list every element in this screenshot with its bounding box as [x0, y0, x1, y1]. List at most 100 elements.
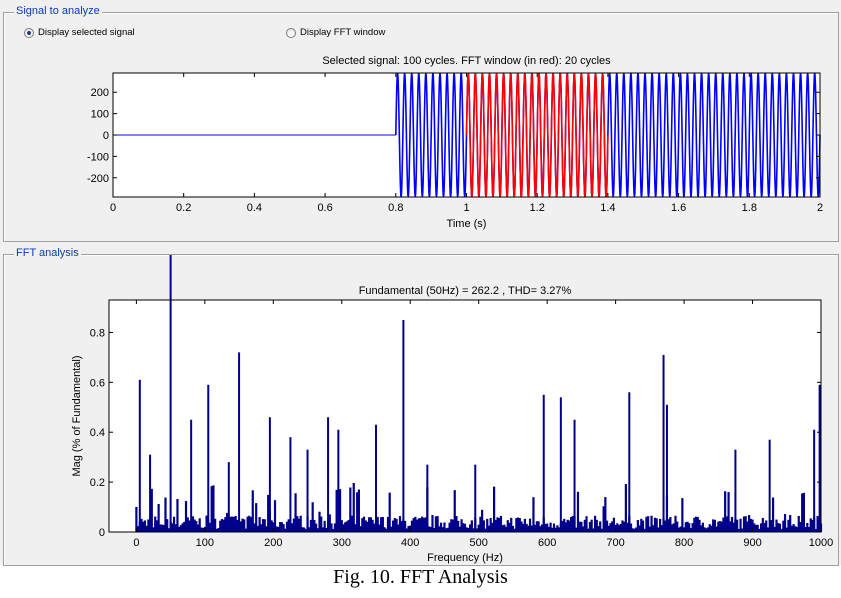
- spectrum-bar: [160, 524, 164, 532]
- spectrum-bar: [481, 509, 484, 532]
- spectrum-bar: [626, 522, 629, 532]
- harmonic-peak-bar: [573, 419, 576, 532]
- spectrum-bar: [487, 525, 491, 532]
- harmonic-peak-bar: [559, 397, 562, 532]
- spectrum-bar: [561, 520, 564, 532]
- spectrum-bar: [684, 522, 687, 532]
- radio-unchecked-icon[interactable]: [286, 27, 296, 38]
- display-fft-window-label[interactable]: Display FFT window: [300, 27, 386, 38]
- spectrum-bar: [296, 516, 299, 532]
- spectrum-bar: [498, 518, 501, 532]
- spectrum-bar: [766, 527, 770, 532]
- spectrum-bar: [301, 527, 304, 532]
- spectrum-bar: [581, 526, 585, 532]
- spectrum-bar: [361, 518, 364, 532]
- y-tick-label: -100: [87, 151, 109, 163]
- spectrum-bar: [208, 522, 212, 532]
- spectrum-bar: [136, 526, 140, 532]
- spectrum-bar: [787, 519, 790, 532]
- spectrum-bar: [258, 517, 261, 532]
- spectrum-bar: [380, 517, 383, 532]
- spectrum-bar: [433, 527, 436, 532]
- spectrum-bar: [600, 528, 604, 532]
- spectrum-bar: [605, 520, 609, 532]
- spectrum-bar: [679, 526, 682, 532]
- spectrum-bar: [667, 519, 670, 532]
- spectrum-bar: [434, 516, 438, 532]
- spectrum-bar: [674, 515, 677, 532]
- y-tick-label: 0.2: [90, 477, 105, 489]
- spectrum-bar: [696, 517, 699, 532]
- spectrum-bar: [462, 523, 465, 532]
- spectrum-bar: [534, 524, 537, 532]
- spectrum-bar: [446, 527, 449, 532]
- spectrum-bar: [152, 527, 155, 532]
- spectrum-bar: [789, 514, 792, 532]
- x-tick-label: 1.6: [671, 202, 686, 214]
- spectrum-bar: [566, 519, 569, 532]
- y-tick-label: -200: [87, 173, 109, 185]
- spectrum-bar: [482, 520, 485, 532]
- spectrum-bar: [229, 516, 232, 532]
- spectrum-bar: [686, 521, 689, 532]
- spectrum-bar: [176, 499, 179, 532]
- spectrum-bar: [140, 518, 143, 532]
- spectrum-bar: [475, 528, 479, 532]
- spectrum-bar: [523, 518, 527, 532]
- spectrum-bar: [412, 518, 415, 532]
- spectrum-bar: [261, 519, 265, 532]
- spectrum-bar: [364, 520, 367, 532]
- x-tick-label: 700: [606, 537, 624, 549]
- spectrum-bar: [448, 522, 451, 532]
- spectrum-bar: [617, 525, 621, 532]
- spectrum-bar: [272, 522, 275, 532]
- spectrum-bar: [715, 526, 718, 532]
- spectrum-bar: [597, 526, 600, 532]
- spectrum-bar: [528, 518, 532, 532]
- spectrum-bar: [287, 519, 290, 532]
- x-tick-label: 600: [538, 537, 556, 549]
- x-axis-label: Time (s): [447, 218, 487, 230]
- spectrum-bar: [313, 519, 316, 532]
- spectrum-bar: [501, 525, 504, 532]
- signal-panel: [3, 12, 839, 242]
- spectrum-bar: [212, 485, 215, 532]
- spectrum-bar: [568, 520, 571, 532]
- x-tick-label: 300: [333, 537, 351, 549]
- spectrum-bar: [677, 527, 681, 532]
- spectrum-bar: [265, 526, 268, 532]
- spectrum-bar: [217, 527, 220, 532]
- display-selected-signal-label[interactable]: Display selected signal: [38, 27, 135, 38]
- y-tick-label: 100: [91, 109, 109, 121]
- spectrum-bar: [443, 522, 446, 532]
- spectrum-bar: [244, 528, 248, 532]
- spectrum-bar: [773, 526, 776, 532]
- spectrum-bar: [417, 518, 420, 532]
- fft-chart: Fundamental (50Hz) = 262.2 , THD= 3.27% 0…: [71, 255, 833, 564]
- spectrum-bar: [631, 528, 634, 532]
- spectrum-bar: [321, 527, 325, 532]
- spectrum-bar: [159, 524, 162, 532]
- spectrum-bar: [359, 526, 362, 532]
- spectrum-bar: [282, 524, 285, 532]
- spectrum-bar: [516, 517, 520, 532]
- y-tick-label: 0.4: [90, 427, 105, 439]
- spectrum-bar: [713, 519, 716, 532]
- spectrum-bar: [623, 521, 626, 532]
- spectrum-bar: [794, 526, 797, 532]
- display-fft-window-radio[interactable]: Display FFT window: [286, 27, 385, 38]
- spectrum-bar: [309, 519, 313, 532]
- spectrum-bar: [777, 523, 780, 532]
- spectrum-bar: [164, 497, 167, 532]
- spectrum-bar: [592, 528, 595, 532]
- display-selected-signal-radio[interactable]: Display selected signal: [24, 27, 135, 38]
- spectrum-bar: [467, 527, 470, 532]
- spectrum-bar: [650, 515, 653, 532]
- spectrum-bar: [575, 527, 578, 532]
- spectrum-bar: [378, 524, 381, 532]
- spectrum-bar: [484, 528, 487, 532]
- spectrum-bar: [518, 518, 521, 532]
- spectrum-bar: [701, 522, 705, 532]
- spectrum-bar: [421, 516, 424, 532]
- radio-checked-icon[interactable]: [24, 27, 34, 38]
